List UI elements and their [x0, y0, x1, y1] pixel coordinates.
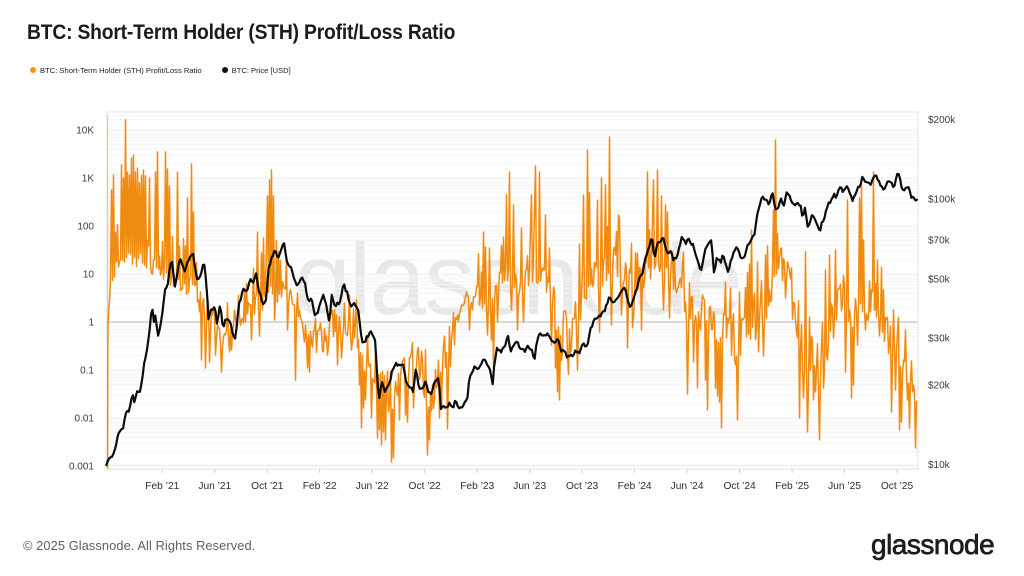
svg-text:Oct ’24: Oct ’24 [723, 481, 756, 492]
svg-text:Feb ’22: Feb ’22 [303, 481, 337, 492]
svg-text:$10k: $10k [928, 460, 951, 471]
svg-text:Jun ’25: Jun ’25 [828, 481, 861, 492]
svg-text:Feb ’21: Feb ’21 [145, 481, 179, 492]
svg-text:Jun ’22: Jun ’22 [356, 481, 389, 492]
svg-text:Jun ’21: Jun ’21 [198, 481, 231, 492]
svg-text:0.01: 0.01 [75, 413, 95, 424]
svg-text:$20k: $20k [928, 380, 951, 391]
svg-text:Jun ’24: Jun ’24 [671, 481, 704, 492]
svg-text:Oct ’25: Oct ’25 [881, 481, 914, 492]
svg-text:Oct ’21: Oct ’21 [251, 481, 284, 492]
svg-text:Jun ’23: Jun ’23 [513, 481, 546, 492]
svg-text:$30k: $30k [928, 333, 951, 344]
svg-text:Feb ’23: Feb ’23 [460, 481, 494, 492]
svg-text:100: 100 [77, 221, 94, 232]
svg-text:$200k: $200k [928, 115, 956, 126]
svg-text:Feb ’25: Feb ’25 [775, 481, 809, 492]
svg-text:1: 1 [88, 317, 94, 328]
svg-text:0.001: 0.001 [69, 461, 94, 472]
svg-text:$50k: $50k [928, 274, 951, 285]
svg-text:Oct ’22: Oct ’22 [409, 481, 442, 492]
svg-text:0.1: 0.1 [80, 365, 94, 376]
svg-text:1K: 1K [82, 173, 95, 184]
svg-text:Oct ’23: Oct ’23 [566, 481, 599, 492]
svg-text:10K: 10K [76, 125, 94, 136]
svg-text:$100k: $100k [928, 194, 956, 205]
svg-text:10: 10 [83, 269, 95, 280]
svg-text:Feb ’24: Feb ’24 [618, 481, 652, 492]
svg-text:$70k: $70k [928, 236, 951, 247]
